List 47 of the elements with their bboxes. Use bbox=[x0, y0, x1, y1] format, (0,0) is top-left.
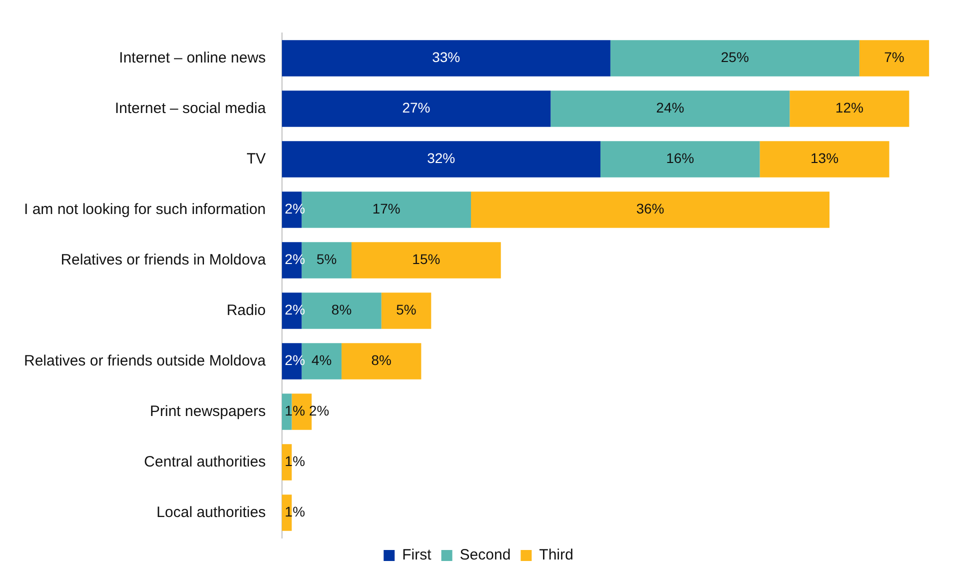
data-label: 5% bbox=[316, 251, 337, 268]
bar bbox=[381, 292, 432, 329]
y-tick-label: Relatives or friends outside Moldova bbox=[24, 352, 266, 370]
bar bbox=[790, 90, 910, 127]
bar bbox=[282, 141, 600, 178]
data-label: 5% bbox=[396, 302, 416, 318]
bar bbox=[351, 242, 501, 278]
legend-label: First bbox=[402, 546, 432, 564]
data-label: 2% bbox=[284, 251, 306, 268]
data-label: 2% bbox=[284, 352, 306, 368]
data-label: 8% bbox=[331, 302, 352, 318]
data-label: 16% bbox=[666, 150, 694, 166]
data-label: 24% bbox=[656, 100, 684, 116]
y-tick-label: I am not looking for such information bbox=[24, 200, 266, 218]
bar bbox=[760, 141, 890, 178]
y-tick-label: Relatives or friends in Moldova bbox=[60, 251, 266, 268]
data-label: 4% bbox=[312, 352, 332, 368]
data-label: 13% bbox=[810, 150, 839, 166]
y-tick-label: TV bbox=[246, 150, 266, 168]
data-label: 33% bbox=[432, 49, 460, 66]
bar bbox=[342, 343, 422, 380]
bar bbox=[282, 40, 610, 76]
bar bbox=[550, 90, 790, 127]
data-label: 27% bbox=[402, 100, 430, 116]
data-label: 15% bbox=[412, 251, 440, 268]
bar bbox=[282, 90, 551, 127]
legend-label: Third bbox=[539, 546, 574, 564]
y-tick-label: Central authorities bbox=[144, 453, 266, 470]
data-label: 12% bbox=[835, 100, 864, 116]
y-tick-label: Local authorities bbox=[156, 504, 266, 521]
y-tick-label: Internet – social media bbox=[114, 100, 266, 117]
bar bbox=[470, 192, 830, 228]
data-label: 7% bbox=[884, 49, 904, 66]
data-label: 25% bbox=[720, 49, 749, 66]
bar bbox=[600, 141, 760, 178]
data-label: 32% bbox=[427, 150, 456, 166]
bar bbox=[859, 40, 930, 76]
data-label: 36% bbox=[636, 200, 664, 217]
y-tick-label: Print newspapers bbox=[150, 402, 266, 420]
legend-label: Second bbox=[460, 546, 511, 564]
y-tick-label: Internet – online news bbox=[119, 49, 266, 66]
data-label: 2% bbox=[284, 200, 306, 217]
y-tick-label: Radio bbox=[226, 302, 266, 319]
data-label: 2% bbox=[284, 302, 306, 318]
bar bbox=[610, 40, 860, 76]
data-label: 8% bbox=[371, 352, 392, 368]
data-label: 17% bbox=[372, 200, 400, 217]
